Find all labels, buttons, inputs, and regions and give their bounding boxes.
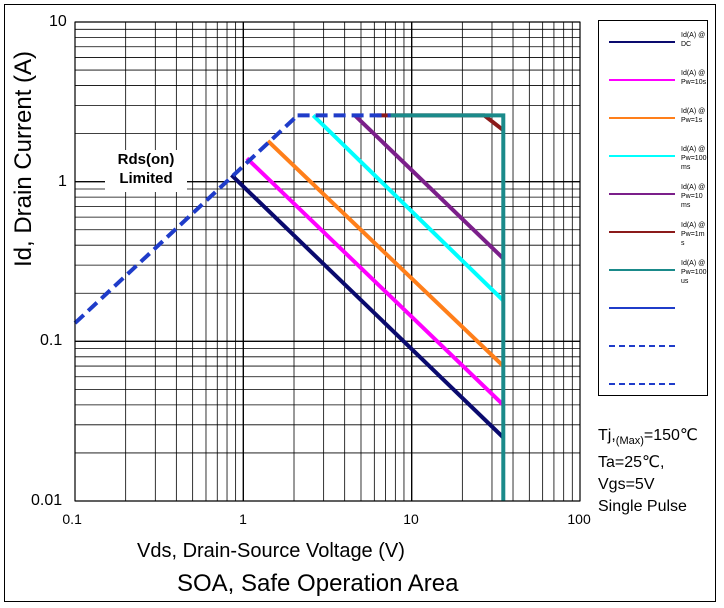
condition-pulse: Single Pulse <box>598 498 687 516</box>
legend-item: Id(A) @Pw=10s <box>599 67 709 97</box>
condition-tj-main: Tj, <box>598 427 616 444</box>
chart-title: SOA, Safe Operation Area <box>177 570 459 597</box>
legend-label: Id(A) @ DC <box>681 32 706 48</box>
legend-swatch <box>609 117 675 119</box>
legend-swatch <box>609 41 675 43</box>
rds-annotation: Rds(on) Limited <box>105 150 187 192</box>
legend-item: Id(A) @Pw=100 ms <box>599 143 709 173</box>
series-line-4 <box>353 113 505 260</box>
legend-item <box>599 371 709 401</box>
legend-item: Id(A) @Pw=100 us <box>599 257 709 287</box>
legend-label: Id(A) @Pw=100 us <box>681 260 707 285</box>
legend-item: Id(A) @Pw=10 ms <box>599 181 709 211</box>
y-tick-label: 1 <box>58 172 67 190</box>
condition-vgs: Vgs=5V <box>598 476 655 494</box>
conditions-block: Tj,(Max)=150℃ Ta=25℃, Vgs=5V Single Puls… <box>598 425 698 518</box>
y-axis-label: Id, Drain Current (A) <box>10 50 37 268</box>
legend-swatch <box>609 345 675 347</box>
legend-item: Id(A) @Pw=1s <box>599 105 709 135</box>
legend-swatch <box>609 155 675 157</box>
condition-ta: Ta=25℃, <box>598 454 665 472</box>
condition-tj-sub: (Max) <box>615 435 644 448</box>
y-tick-label: 0.01 <box>31 492 63 509</box>
legend-item <box>599 333 709 363</box>
series-line-3 <box>311 113 505 303</box>
grid-minor <box>75 22 580 501</box>
legend-swatch <box>609 307 675 309</box>
plot-area <box>74 21 581 502</box>
legend-swatch <box>609 269 675 271</box>
legend-swatch <box>609 193 675 195</box>
rds-annotation-line: Rds(on) <box>117 151 175 168</box>
legend-label: Id(A) @Pw=10s <box>681 70 707 86</box>
legend-label: Id(A) @Pw=1s <box>681 108 706 124</box>
y-tick-label: 0.1 <box>40 332 63 350</box>
x-tick-label: 100 <box>567 511 591 527</box>
legend-label: Id(A) @Pw=1ms <box>681 222 706 247</box>
series-layer <box>73 113 506 501</box>
legend-item: Id(A) @ DC <box>599 29 709 59</box>
chart-frame <box>4 4 716 602</box>
legend: Id(A) @ DC Id(A) @Pw=10s Id(A) @Pw=1s Id(A)… <box>598 20 708 396</box>
condition-tj-tail: =150℃ <box>643 427 698 444</box>
legend-label: Id(A) @Pw=100 ms <box>681 146 707 171</box>
x-tick-label: 10 <box>403 511 419 527</box>
x-tick-label: 0.1 <box>62 511 82 527</box>
series-line-1 <box>245 156 505 407</box>
y-tick-label: 10 <box>49 13 67 30</box>
series-line-2 <box>266 139 505 368</box>
legend-swatch <box>609 231 675 233</box>
x-tick-label: 1 <box>239 511 247 527</box>
legend-label: Id(A) @Pw=10 ms <box>681 184 706 209</box>
series-line-6 <box>390 113 506 501</box>
legend-swatch <box>609 383 675 385</box>
legend-item <box>599 295 709 325</box>
x-axis-label: Vds, Drain-Source Voltage (V) <box>137 540 405 562</box>
condition-tj: Tj,(Max)=150℃ <box>598 425 698 452</box>
legend-item: Id(A) @Pw=1ms <box>599 219 709 249</box>
series-line-0 <box>230 173 505 439</box>
legend-swatch <box>609 79 675 81</box>
rds-annotation-line: Limited <box>119 170 173 187</box>
series-line-8 <box>73 113 299 325</box>
